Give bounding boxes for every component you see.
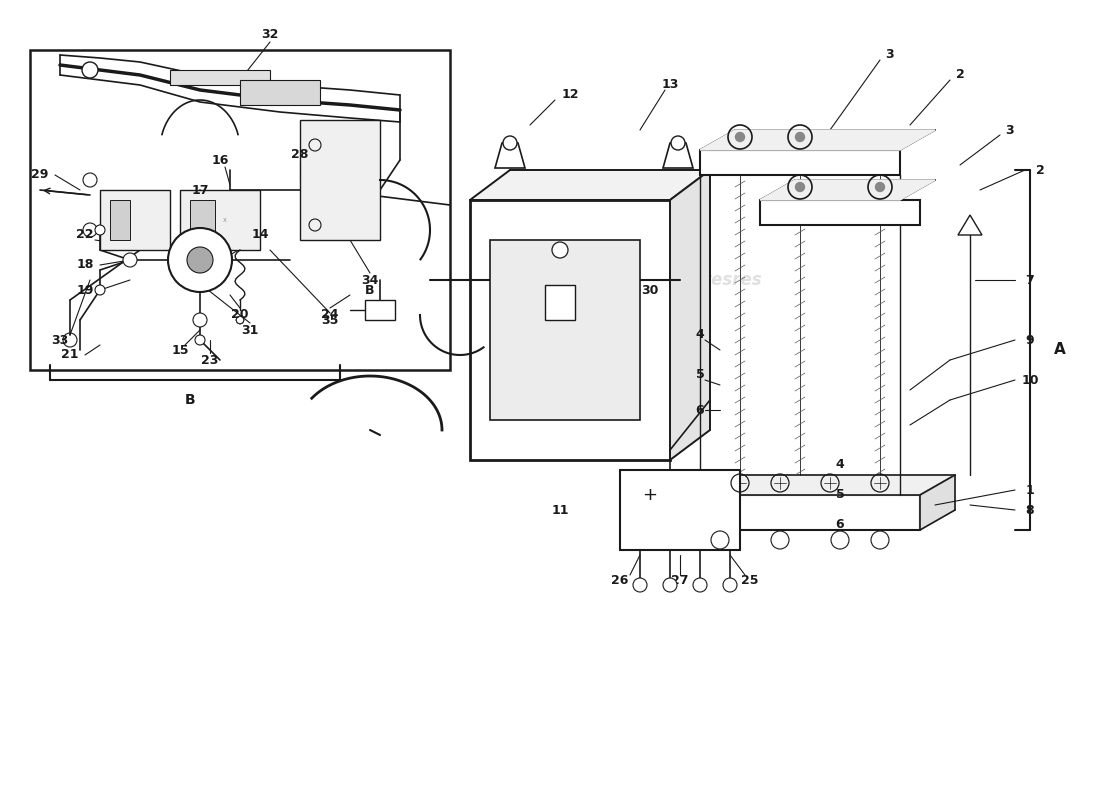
Text: 4: 4 (695, 329, 704, 342)
Bar (30, 50, 450, 370)
Polygon shape (700, 130, 935, 150)
Circle shape (795, 133, 804, 142)
Text: 10: 10 (1021, 374, 1038, 386)
Text: 2: 2 (1035, 163, 1044, 177)
Bar (760, 200, 920, 225)
Text: 34: 34 (361, 274, 378, 286)
Text: 31: 31 (241, 323, 258, 337)
Circle shape (168, 228, 232, 292)
Circle shape (192, 313, 207, 327)
Text: 15: 15 (172, 343, 189, 357)
Circle shape (82, 62, 98, 78)
Circle shape (503, 136, 517, 150)
Text: 8: 8 (1025, 503, 1034, 517)
Text: 17: 17 (191, 183, 209, 197)
Circle shape (876, 182, 884, 191)
Text: 27: 27 (671, 574, 689, 586)
Text: 20: 20 (231, 309, 249, 322)
Text: 2: 2 (956, 69, 965, 82)
Bar (700, 150, 900, 175)
Bar (365, 300, 395, 320)
Bar (110, 200, 130, 240)
Text: 30: 30 (641, 283, 659, 297)
Polygon shape (470, 170, 710, 200)
Text: 12: 12 (561, 89, 579, 102)
Text: 5: 5 (836, 489, 845, 502)
Text: 29: 29 (31, 169, 48, 182)
Text: 23: 23 (201, 354, 219, 366)
Text: 24: 24 (321, 309, 339, 322)
Text: 14: 14 (251, 229, 268, 242)
Bar (544, 285, 575, 320)
Circle shape (723, 578, 737, 592)
Text: 22: 22 (76, 229, 94, 242)
Circle shape (95, 225, 104, 235)
Text: 21: 21 (62, 349, 79, 362)
Bar (490, 240, 640, 420)
Text: 5: 5 (695, 369, 704, 382)
Bar (620, 470, 740, 550)
Bar (180, 190, 260, 250)
Text: 35: 35 (321, 314, 339, 326)
Text: europaresres: europaresres (638, 271, 762, 289)
Text: 7: 7 (1025, 274, 1034, 286)
Bar (170, 70, 270, 85)
Text: 1: 1 (1025, 483, 1034, 497)
Text: 25: 25 (741, 574, 759, 586)
Circle shape (671, 136, 685, 150)
Text: B: B (365, 283, 375, 297)
Circle shape (123, 253, 138, 267)
Polygon shape (495, 143, 525, 168)
Text: X: X (223, 218, 227, 222)
Polygon shape (700, 475, 955, 495)
Text: A: A (1054, 342, 1066, 358)
Bar (100, 190, 170, 250)
Text: 6: 6 (695, 403, 704, 417)
Text: 19: 19 (76, 283, 94, 297)
Circle shape (195, 335, 205, 345)
Circle shape (95, 285, 104, 295)
Circle shape (663, 578, 676, 592)
Polygon shape (663, 143, 693, 168)
Circle shape (552, 242, 568, 258)
Text: 4: 4 (836, 458, 845, 471)
Polygon shape (760, 180, 935, 200)
Bar (190, 200, 214, 240)
Polygon shape (958, 215, 982, 235)
Text: +: + (642, 486, 658, 504)
Circle shape (736, 133, 745, 142)
Text: 13: 13 (661, 78, 679, 91)
Text: 3: 3 (1005, 123, 1014, 137)
Text: europaresres: europaresres (212, 271, 348, 289)
Polygon shape (920, 475, 955, 530)
Text: 33: 33 (52, 334, 68, 346)
Text: 3: 3 (886, 49, 894, 62)
Text: 32: 32 (262, 29, 278, 42)
Text: B: B (185, 393, 196, 407)
Text: 18: 18 (76, 258, 94, 271)
Circle shape (187, 247, 213, 273)
Bar (700, 495, 920, 530)
Text: 26: 26 (612, 574, 629, 586)
Bar (470, 200, 670, 460)
Circle shape (795, 182, 804, 191)
Text: 16: 16 (211, 154, 229, 166)
Circle shape (632, 578, 647, 592)
Text: 11: 11 (551, 503, 569, 517)
Text: 9: 9 (1025, 334, 1034, 346)
Bar (300, 120, 379, 240)
Circle shape (693, 578, 707, 592)
Text: 6: 6 (836, 518, 845, 531)
Polygon shape (670, 170, 710, 460)
Bar (240, 80, 320, 105)
Text: 28: 28 (292, 149, 309, 162)
